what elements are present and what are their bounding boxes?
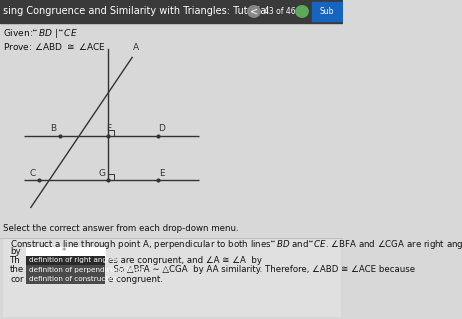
Text: D: D	[158, 124, 165, 133]
Text: A: A	[133, 43, 139, 52]
Text: E: E	[159, 169, 165, 178]
Text: Prove: $\angle$ABD $\cong$ $\angle$ACE: Prove: $\angle$ABD $\cong$ $\angle$ACE	[3, 41, 107, 52]
Text: Select the correct answer from each drop-down menu.: Select the correct answer from each drop…	[3, 224, 239, 233]
Text: F: F	[106, 124, 111, 133]
Circle shape	[296, 6, 308, 17]
Text: definition of perpendicular lines: definition of perpendicular lines	[29, 267, 144, 273]
Text: <: <	[250, 6, 258, 17]
Text: Sub: Sub	[320, 7, 334, 16]
Circle shape	[248, 6, 260, 17]
Text: e congruent.: e congruent.	[108, 275, 163, 284]
Text: the: the	[10, 265, 24, 274]
Bar	[26, 256, 105, 284]
Bar	[26, 247, 105, 256]
Text: *: *	[61, 247, 66, 256]
Text: Given: $\overleftrightarrow{\mathit{BD}}$ | $\overleftrightarrow{\mathit{CE}}$: Given: $\overleftrightarrow{\mathit{BD}}…	[3, 27, 78, 40]
Text: definition of right angles: definition of right angles	[29, 257, 117, 263]
Bar	[312, 2, 341, 21]
Text: sing Congruence and Similarity with Triangles: Tutorial: sing Congruence and Similarity with Tria…	[3, 6, 269, 17]
Text: Th: Th	[10, 256, 21, 265]
Text: B: B	[50, 124, 56, 133]
Bar	[26, 256, 105, 265]
Text: definition of construction: definition of construction	[29, 277, 119, 282]
Text: G: G	[98, 169, 105, 178]
Bar	[3, 239, 340, 316]
Bar	[0, 0, 343, 23]
Text: . So △BFA ∼ △CGA  by AA similarity. Therefore, ∠ABD ≅ ∠ACE because: . So △BFA ∼ △CGA by AA similarity. There…	[108, 265, 415, 274]
Text: by: by	[10, 247, 21, 256]
Text: es are congruent, and ∠A ≅ ∠A  by: es are congruent, and ∠A ≅ ∠A by	[108, 256, 262, 265]
Text: 43 of 46: 43 of 46	[264, 7, 296, 16]
Text: Construct a line through point A, perpendicular to both lines $\overleftrightarr: Construct a line through point A, perpen…	[10, 238, 462, 250]
Text: cor: cor	[10, 275, 24, 284]
Text: C: C	[30, 169, 36, 178]
